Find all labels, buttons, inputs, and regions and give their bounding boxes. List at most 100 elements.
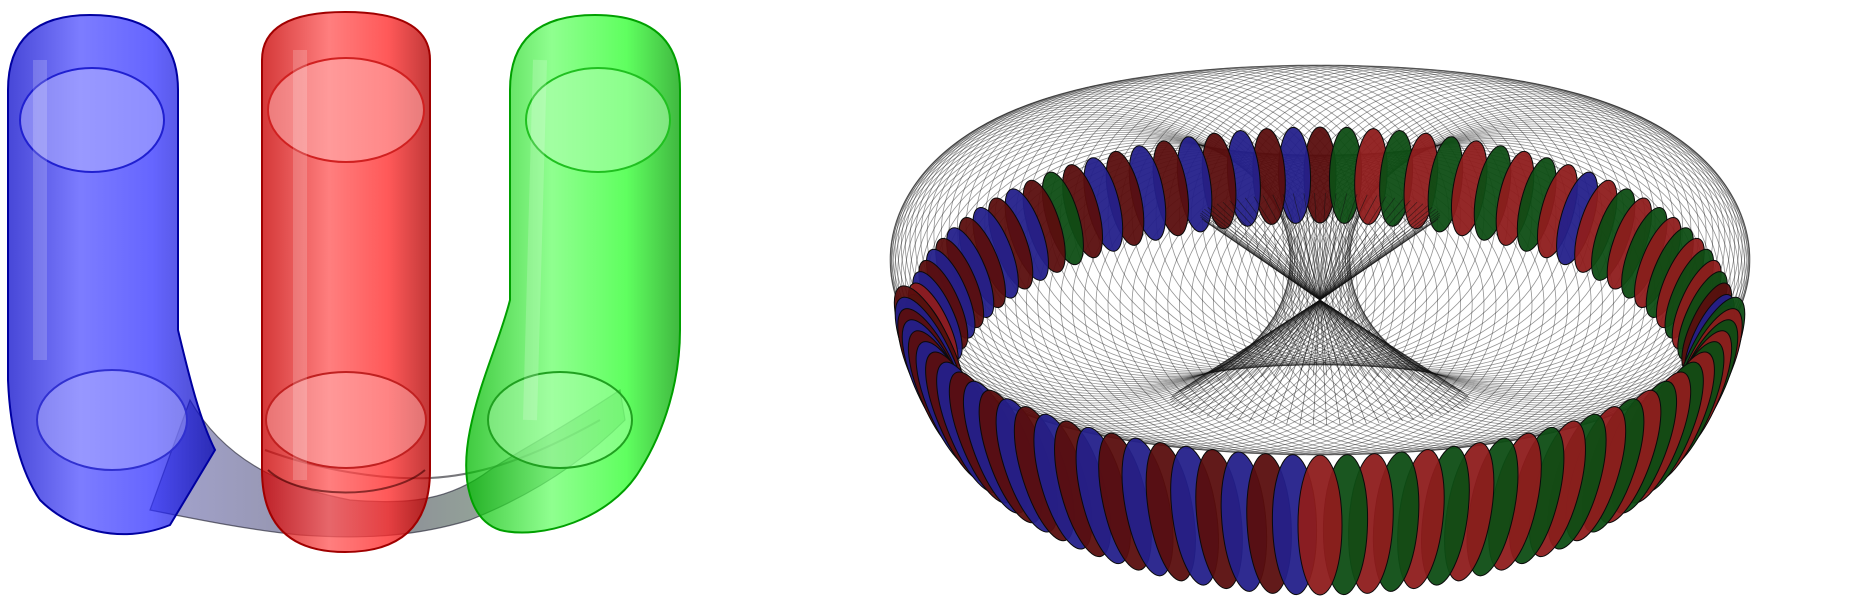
wire-loop: [904, 93, 1306, 395]
cone-wire-lower: [1191, 299, 1321, 388]
wire-loop: [933, 83, 1335, 384]
cone-wire-lower: [1319, 299, 1403, 422]
cone-wire-upper: [1282, 193, 1321, 301]
wire-loop: [1305, 83, 1707, 384]
cone-wire-upper: [1207, 207, 1321, 301]
cone-wire-lower: [1260, 299, 1321, 378]
cone-wire-upper: [1262, 195, 1321, 301]
cone-wire-lower: [1319, 299, 1341, 425]
wire-loop: [904, 125, 1306, 427]
wire-loop: [1341, 121, 1743, 423]
cone-wire-upper: [1229, 200, 1321, 301]
cone-wire-lower: [1248, 299, 1321, 423]
cone-wire-lower: [1319, 299, 1341, 376]
cone-wire-lower: [1319, 299, 1470, 399]
cone-wire-upper: [1272, 194, 1321, 301]
cone-wire-lower: [1184, 299, 1321, 412]
cone-wire-upper: [1319, 194, 1368, 301]
cone-wire-upper: [1216, 203, 1321, 301]
cone-wire-lower: [1319, 299, 1403, 380]
green-tube: [465, 13, 681, 534]
cone-wire-upper: [1319, 210, 1439, 301]
cone-wire-lower: [1319, 299, 1456, 412]
cone-wire-upper: [1319, 198, 1404, 301]
cone-wire-upper: [1236, 198, 1321, 301]
wire-loop: [1334, 93, 1736, 395]
cone-wire-lower: [1319, 299, 1328, 376]
cone-wire-lower: [1319, 299, 1392, 379]
cone-wire-upper: [1319, 207, 1433, 301]
cone-wire-lower: [1319, 299, 1434, 417]
wire-loop: [1344, 100, 1746, 402]
wire-loop: [897, 97, 1299, 399]
wire-loop: [940, 81, 1342, 383]
wire-loop: [909, 91, 1311, 393]
torus-panel: [780, 0, 1865, 616]
wire-loop: [1329, 91, 1731, 393]
torus-ring: [893, 126, 1746, 596]
wire-loop: [926, 85, 1328, 386]
cone-wire-upper: [1319, 212, 1440, 301]
cone-wire-upper: [1211, 205, 1321, 301]
cone-wire-lower: [1319, 299, 1367, 424]
wire-loop: [1334, 125, 1736, 427]
cone-wire-lower: [1273, 299, 1321, 424]
wire-loop: [1341, 97, 1743, 399]
cone-wire-lower: [1319, 299, 1367, 377]
torus-segment: [1297, 454, 1343, 596]
cone-wire-lower: [1319, 299, 1354, 376]
wire-loop: [897, 121, 1299, 423]
wire-loop: [1349, 109, 1751, 411]
cone-wire-upper: [1253, 196, 1321, 301]
cone-wire-upper: [1222, 201, 1321, 301]
cone-wire-upper: [1319, 193, 1348, 301]
cone-wire-upper: [1292, 193, 1321, 301]
wire-loop: [1298, 81, 1700, 383]
cone-wire-upper: [1319, 192, 1326, 301]
cone-wire-lower: [1299, 299, 1321, 376]
cone-wire-upper: [1319, 193, 1358, 301]
cone-wire-upper: [1319, 208, 1436, 301]
tubes-panel: [0, 0, 700, 616]
cone-wire-lower: [1312, 299, 1321, 376]
wire-loop: [1318, 87, 1720, 388]
cone-wire-upper: [1201, 210, 1321, 301]
cone-wire-lower: [1216, 299, 1321, 383]
cone-wire-upper: [1303, 193, 1321, 301]
cone-wire-upper: [1319, 236, 1326, 301]
cone-wire-upper: [1314, 236, 1321, 301]
blue-tube: [7, 13, 217, 536]
tubes-illustration: [7, 10, 681, 554]
cone-wire-lower: [1319, 299, 1380, 424]
cone-wire-lower: [1248, 299, 1321, 379]
wire-loop: [920, 87, 1322, 388]
cone-wire-lower: [1237, 299, 1321, 422]
cone-wire-lower: [1319, 299, 1424, 383]
cone-wire-lower: [1319, 299, 1380, 378]
wire-loop: [1349, 111, 1751, 413]
cone-wire-upper: [1319, 203, 1424, 301]
cone-wire-upper: [1319, 200, 1411, 301]
cone-wire-lower: [1237, 299, 1321, 380]
cone-wire-upper: [1319, 193, 1337, 301]
wire-loop: [1312, 85, 1714, 386]
red-tube: [261, 10, 431, 554]
cone-wire-upper: [1319, 197, 1396, 301]
wire-loop: [889, 111, 1291, 413]
cone-wire-upper: [1319, 195, 1378, 301]
cone-wire-lower: [1312, 299, 1321, 426]
cone-wire-lower: [1198, 299, 1321, 386]
cone-wire-upper: [1204, 208, 1321, 301]
inner-cones: [1169, 192, 1471, 426]
cone-wire-upper: [1319, 205, 1429, 301]
cone-wire-lower: [1319, 299, 1328, 426]
cone-wire-lower: [1206, 299, 1321, 384]
wire-loop: [1349, 107, 1751, 409]
cone-wire-upper: [1244, 197, 1321, 301]
torus-illustration: [889, 64, 1751, 596]
wire-loop: [889, 109, 1291, 411]
cone-wire-lower: [1319, 299, 1434, 384]
cone-wire-lower: [1319, 299, 1414, 381]
cone-wire-upper: [1314, 192, 1321, 301]
